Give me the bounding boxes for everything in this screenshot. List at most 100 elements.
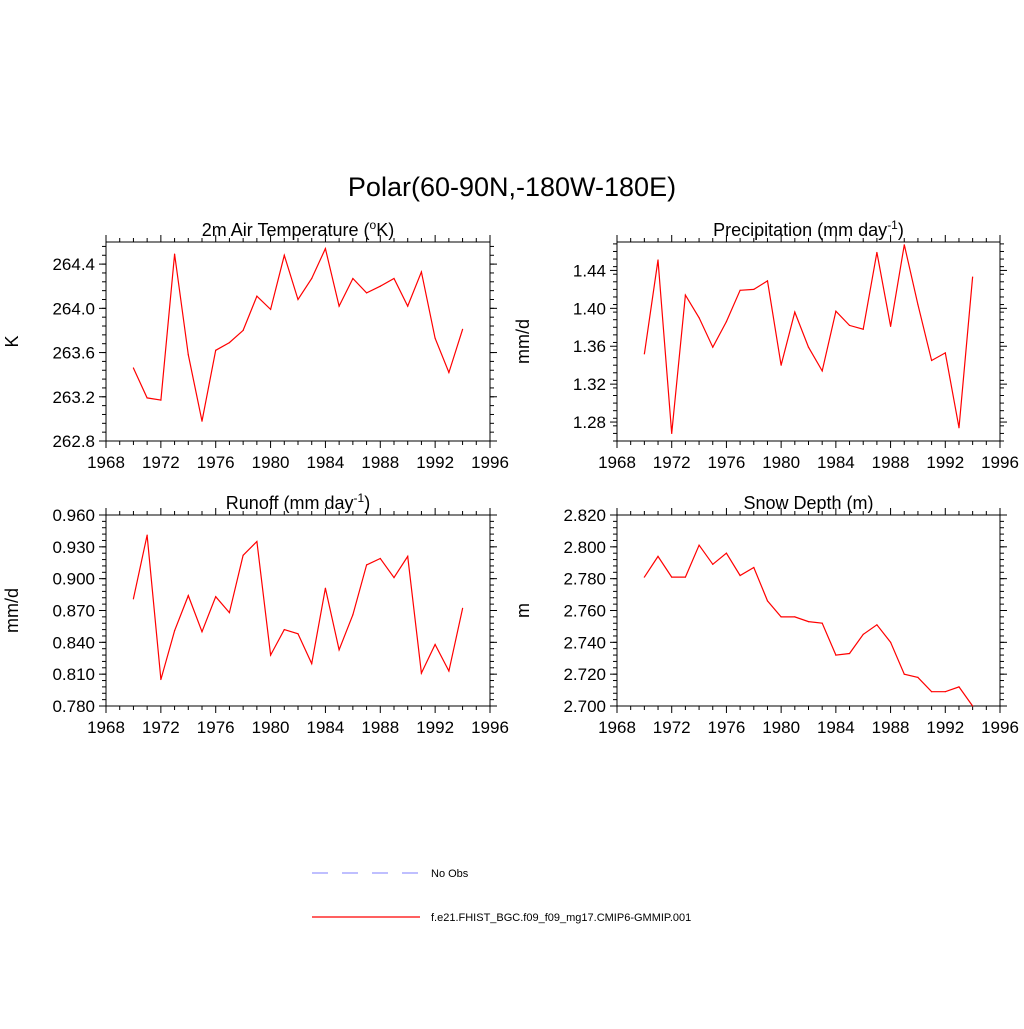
snow-depth-x-tick-label: 1968 (598, 718, 636, 737)
main-title: Polar(60-90N,-180W-180E) (348, 172, 676, 202)
air-temp-data-point (365, 292, 368, 294)
precip-data-point (739, 289, 741, 291)
air-temp-data-point (228, 342, 231, 344)
air-temp-data-point (283, 254, 285, 256)
snow-depth-data-point (876, 624, 878, 626)
air-temp-data-point (311, 277, 313, 280)
air-temp-title-text: 2m Air Temperature ( (202, 220, 370, 240)
air-temp-x-tick-label: 1976 (197, 453, 235, 472)
air-temp-y-axis-label: K (2, 335, 22, 347)
precip-data-point (766, 280, 769, 282)
precip-data-point (972, 276, 974, 278)
runoff-data-point (160, 678, 162, 681)
air-temp-data-point (160, 399, 162, 401)
air-temp-x-tick-label: 1980 (252, 453, 290, 472)
air-temp-data-point (297, 298, 299, 301)
snow-depth-x-tick-label: 1992 (926, 718, 964, 737)
air-temp-plot-frame (105, 241, 491, 442)
precip-data-point (848, 324, 851, 326)
precip-data-point (753, 288, 755, 290)
runoff-y-tick-label: 0.780 (52, 697, 95, 716)
air-temp-x-tick-label: 1992 (416, 453, 454, 472)
precip-data-point (958, 427, 960, 429)
runoff-data-point (146, 534, 148, 536)
precip-y-tick-label: 1.28 (573, 413, 606, 432)
air-temp-y-tick-label: 264.0 (52, 299, 95, 318)
precip-x-tick-label: 1988 (872, 453, 910, 472)
precip-data-point (657, 259, 659, 261)
precip-y-tick-label: 1.36 (573, 337, 606, 356)
precip-y-tick-label: 1.32 (573, 375, 606, 394)
air-temp-x-tick-label: 1984 (307, 453, 345, 472)
precip-data-point (889, 325, 892, 327)
air-temp-y-tick-label: 264.4 (52, 255, 95, 274)
precip-data-point (712, 346, 714, 348)
precip-data-point (931, 359, 933, 362)
runoff-data-point (215, 596, 217, 598)
chart-snow-depth: 1968 1972 1976 1980 1984 1988 1992 1996 2.700 2.7… (513, 493, 1019, 737)
precip-x-tick-label: 1976 (708, 453, 746, 472)
snow-depth-data-point (958, 686, 960, 688)
snow-depth-y-axis-label: m (513, 603, 533, 618)
runoff-data-point (297, 633, 299, 635)
runoff-y-tick-label: 0.930 (52, 538, 95, 557)
snow-depth-data-point (643, 576, 645, 578)
precip-y-tick-label: 1.40 (573, 299, 606, 318)
snow-depth-data-point (766, 600, 769, 602)
runoff-data-point (269, 654, 272, 656)
precip-x-tick-label: 1972 (653, 453, 691, 472)
air-temp-data-point (132, 367, 135, 369)
snow-depth-data-point (917, 676, 919, 678)
runoff-y-tick-label: 0.870 (52, 602, 95, 621)
snow-depth-data-point (862, 633, 864, 635)
air-temp-series-line (132, 246, 464, 422)
runoff-series-line (132, 535, 464, 680)
precip-data-point (903, 244, 905, 246)
snow-depth-plot-frame (616, 514, 1001, 707)
runoff-x-tick-label: 1980 (252, 718, 290, 737)
precip-data-point (794, 311, 796, 313)
precip-y-tick-label: 1.44 (573, 261, 606, 280)
runoff-data-point (201, 631, 203, 633)
snow-depth-data-point (807, 621, 810, 623)
runoff-data-point (420, 672, 423, 674)
chart-air-temp: 1968 1972 1976 1980 1984 1988 1992 1996 262.8 263… (2, 218, 509, 472)
precip-title-text: Precipitation (mm day (713, 220, 887, 240)
snow-depth-x-tick-label: 1996 (981, 718, 1019, 737)
precip-y-axis-label: mm/d (513, 319, 533, 364)
runoff-x-tick-label: 1992 (416, 718, 454, 737)
snow-depth-x-tick-label: 1988 (872, 718, 910, 737)
precip-data-point (862, 328, 864, 330)
precip-panel-title: Precipitation (mm day-1) (713, 218, 904, 240)
chart-precip: 1968 1972 1976 1980 1984 1988 1992 1996 1.28 1.32… (513, 218, 1019, 472)
precip-x-tick-label: 1968 (598, 453, 636, 472)
chart-panels: 1968 1972 1976 1980 1984 1988 1992 1996 262.8 263… (2, 218, 1019, 737)
air-temp-data-point (201, 420, 203, 422)
precip-data-point (944, 352, 946, 354)
snow-depth-y-tick-label: 2.720 (563, 665, 606, 684)
snow-depth-data-point (698, 544, 700, 546)
snow-depth-data-point (944, 691, 946, 693)
precip-data-point (725, 321, 728, 323)
snow-depth-data-point (889, 641, 892, 643)
snow-depth-y-tick-label: 2.760 (563, 602, 606, 621)
snow-depth-y-tick-label: 2.800 (563, 538, 606, 557)
air-temp-data-point (379, 285, 381, 287)
runoff-title-superscript: -1 (354, 491, 365, 505)
runoff-data-point (448, 670, 450, 672)
precip-data-point (671, 432, 673, 435)
air-temp-x-tick-label: 1968 (87, 453, 125, 472)
snow-depth-data-point (780, 616, 782, 618)
runoff-x-tick-label: 1988 (361, 718, 399, 737)
runoff-data-point (173, 630, 176, 632)
snow-depth-data-point (835, 654, 837, 656)
runoff-data-point (228, 612, 231, 614)
air-temp-title-superscript: o (370, 218, 377, 232)
runoff-x-tick-label: 1972 (142, 718, 180, 737)
air-temp-data-point (448, 371, 450, 374)
runoff-x-tick-label: 1976 (197, 718, 235, 737)
air-temp-y-tick-label: 263.2 (52, 388, 95, 407)
precip-data-point (807, 346, 810, 348)
precip-data-point (821, 370, 823, 372)
